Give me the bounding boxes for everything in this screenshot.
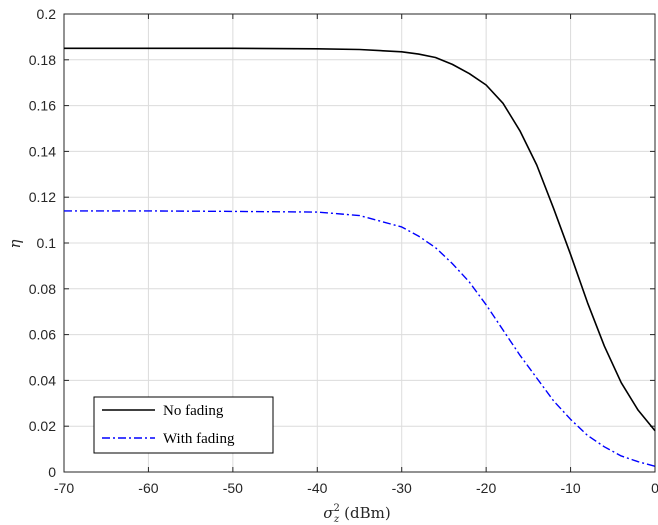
y-tick-label: 0 [48,464,56,480]
tick-layer: -70 -60 -50 -40 -30 -20 -10 0 0 0.02 0.04 0.06 0.08 0… [29,6,658,496]
x-tick-label: -20 [476,480,496,496]
x-tick-label: -60 [138,480,158,496]
x-tick-label: -70 [54,480,74,496]
y-axis-label: η [6,240,24,249]
series-layer [64,47,656,467]
x-tick-label: -30 [392,480,412,496]
y-tick-label: 0.06 [29,327,56,343]
x-axis-label: σ2 z (dBm) [323,503,390,525]
y-tick-label: 0.08 [29,281,56,297]
grid-layer [63,13,656,473]
x-tick-label: 0 [651,480,658,496]
x-axis-label-unit: (dBm) [344,504,391,522]
y-tick-label: 0.18 [29,52,56,68]
y-tick-label: 0.2 [37,6,57,22]
x-axis-label-superscript: 2 [334,503,340,514]
legend-label-no-fading: No fading [163,403,224,419]
y-tick-label: 0.16 [29,98,56,114]
series-line-no-fading [64,47,656,432]
x-axis-label-subscript: z [333,514,340,525]
x-tick-label: -40 [307,480,327,496]
y-tick-label: 0.14 [29,143,56,159]
x-tick-label: -50 [223,480,243,496]
series-line-with-fading [64,210,656,467]
x-tick-label: -10 [560,480,580,496]
y-tick-label: 0.12 [29,189,56,205]
y-tick-label: 0.02 [29,418,56,434]
legend-box [93,396,274,454]
legend: No fading With fading [93,396,274,454]
legend-label-with-fading: With fading [163,431,235,447]
y-tick-label: 0.04 [29,372,56,388]
y-tick-label: 0.1 [37,235,57,251]
x-axis-label-symbol: σ [323,504,334,522]
